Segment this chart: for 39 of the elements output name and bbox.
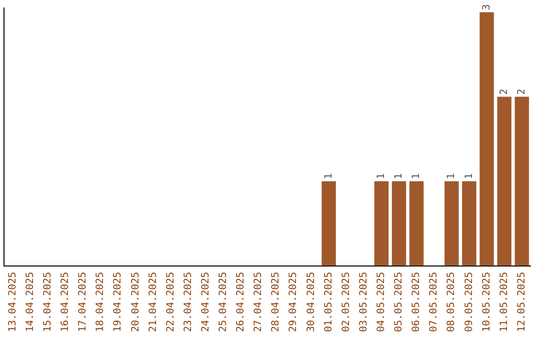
x-tick-label: 26.04.2025 <box>236 272 247 332</box>
data-label: 1 <box>376 173 388 180</box>
x-tick-label: 06.05.2025 <box>411 272 422 332</box>
x-tick-label: 09.05.2025 <box>464 272 475 332</box>
x-tick-label: 01.05.2025 <box>323 272 334 332</box>
x-tick-label: 15.04.2025 <box>42 272 54 332</box>
x-tick-label: 08.05.2025 <box>446 272 458 332</box>
x-tick-label: 25.04.2025 <box>218 272 230 332</box>
x-tick-label: 12.05.2025 <box>516 272 528 332</box>
x-tick-label: 19.04.2025 <box>112 272 124 332</box>
x-tick-label: 14.04.2025 <box>24 272 36 332</box>
x-tick-label: 02.05.2025 <box>340 272 352 332</box>
data-label: 1 <box>323 173 334 180</box>
x-tick-label: 28.04.2025 <box>270 272 282 332</box>
x-tick-label: 10.05.2025 <box>481 272 492 332</box>
data-label: 2 <box>516 88 528 95</box>
x-tick-label: 13.04.2025 <box>7 272 18 332</box>
x-tick-label: 27.04.2025 <box>253 272 264 332</box>
x-tick-label: 24.04.2025 <box>200 272 212 332</box>
x-tick-label: 17.04.2025 <box>78 272 89 332</box>
x-tick-label: 16.04.2025 <box>60 272 72 332</box>
x-tick-label: 20.04.2025 <box>130 272 142 332</box>
x-tick-label: 29.04.2025 <box>288 272 300 332</box>
x-tick-label: 04.05.2025 <box>376 272 388 332</box>
x-tick-label: 30.04.2025 <box>306 272 317 332</box>
x-tick-label: 07.05.2025 <box>428 272 440 332</box>
x-tick-label: 23.04.2025 <box>182 272 194 332</box>
x-tick-label: 03.05.2025 <box>358 272 370 332</box>
data-label: 2 <box>498 88 510 95</box>
x-tick-label: 22.04.2025 <box>165 272 176 332</box>
data-label: 1 <box>464 173 475 180</box>
data-label: 3 <box>481 4 492 10</box>
x-tick-label: 21.04.2025 <box>148 272 159 332</box>
data-label: 1 <box>411 173 422 180</box>
data-label: 1 <box>446 173 458 180</box>
x-tick-label: 05.05.2025 <box>394 272 405 332</box>
x-tick-label: 18.04.2025 <box>95 272 106 332</box>
data-label: 1 <box>394 173 405 180</box>
x-tick-label: 11.05.2025 <box>498 272 510 332</box>
